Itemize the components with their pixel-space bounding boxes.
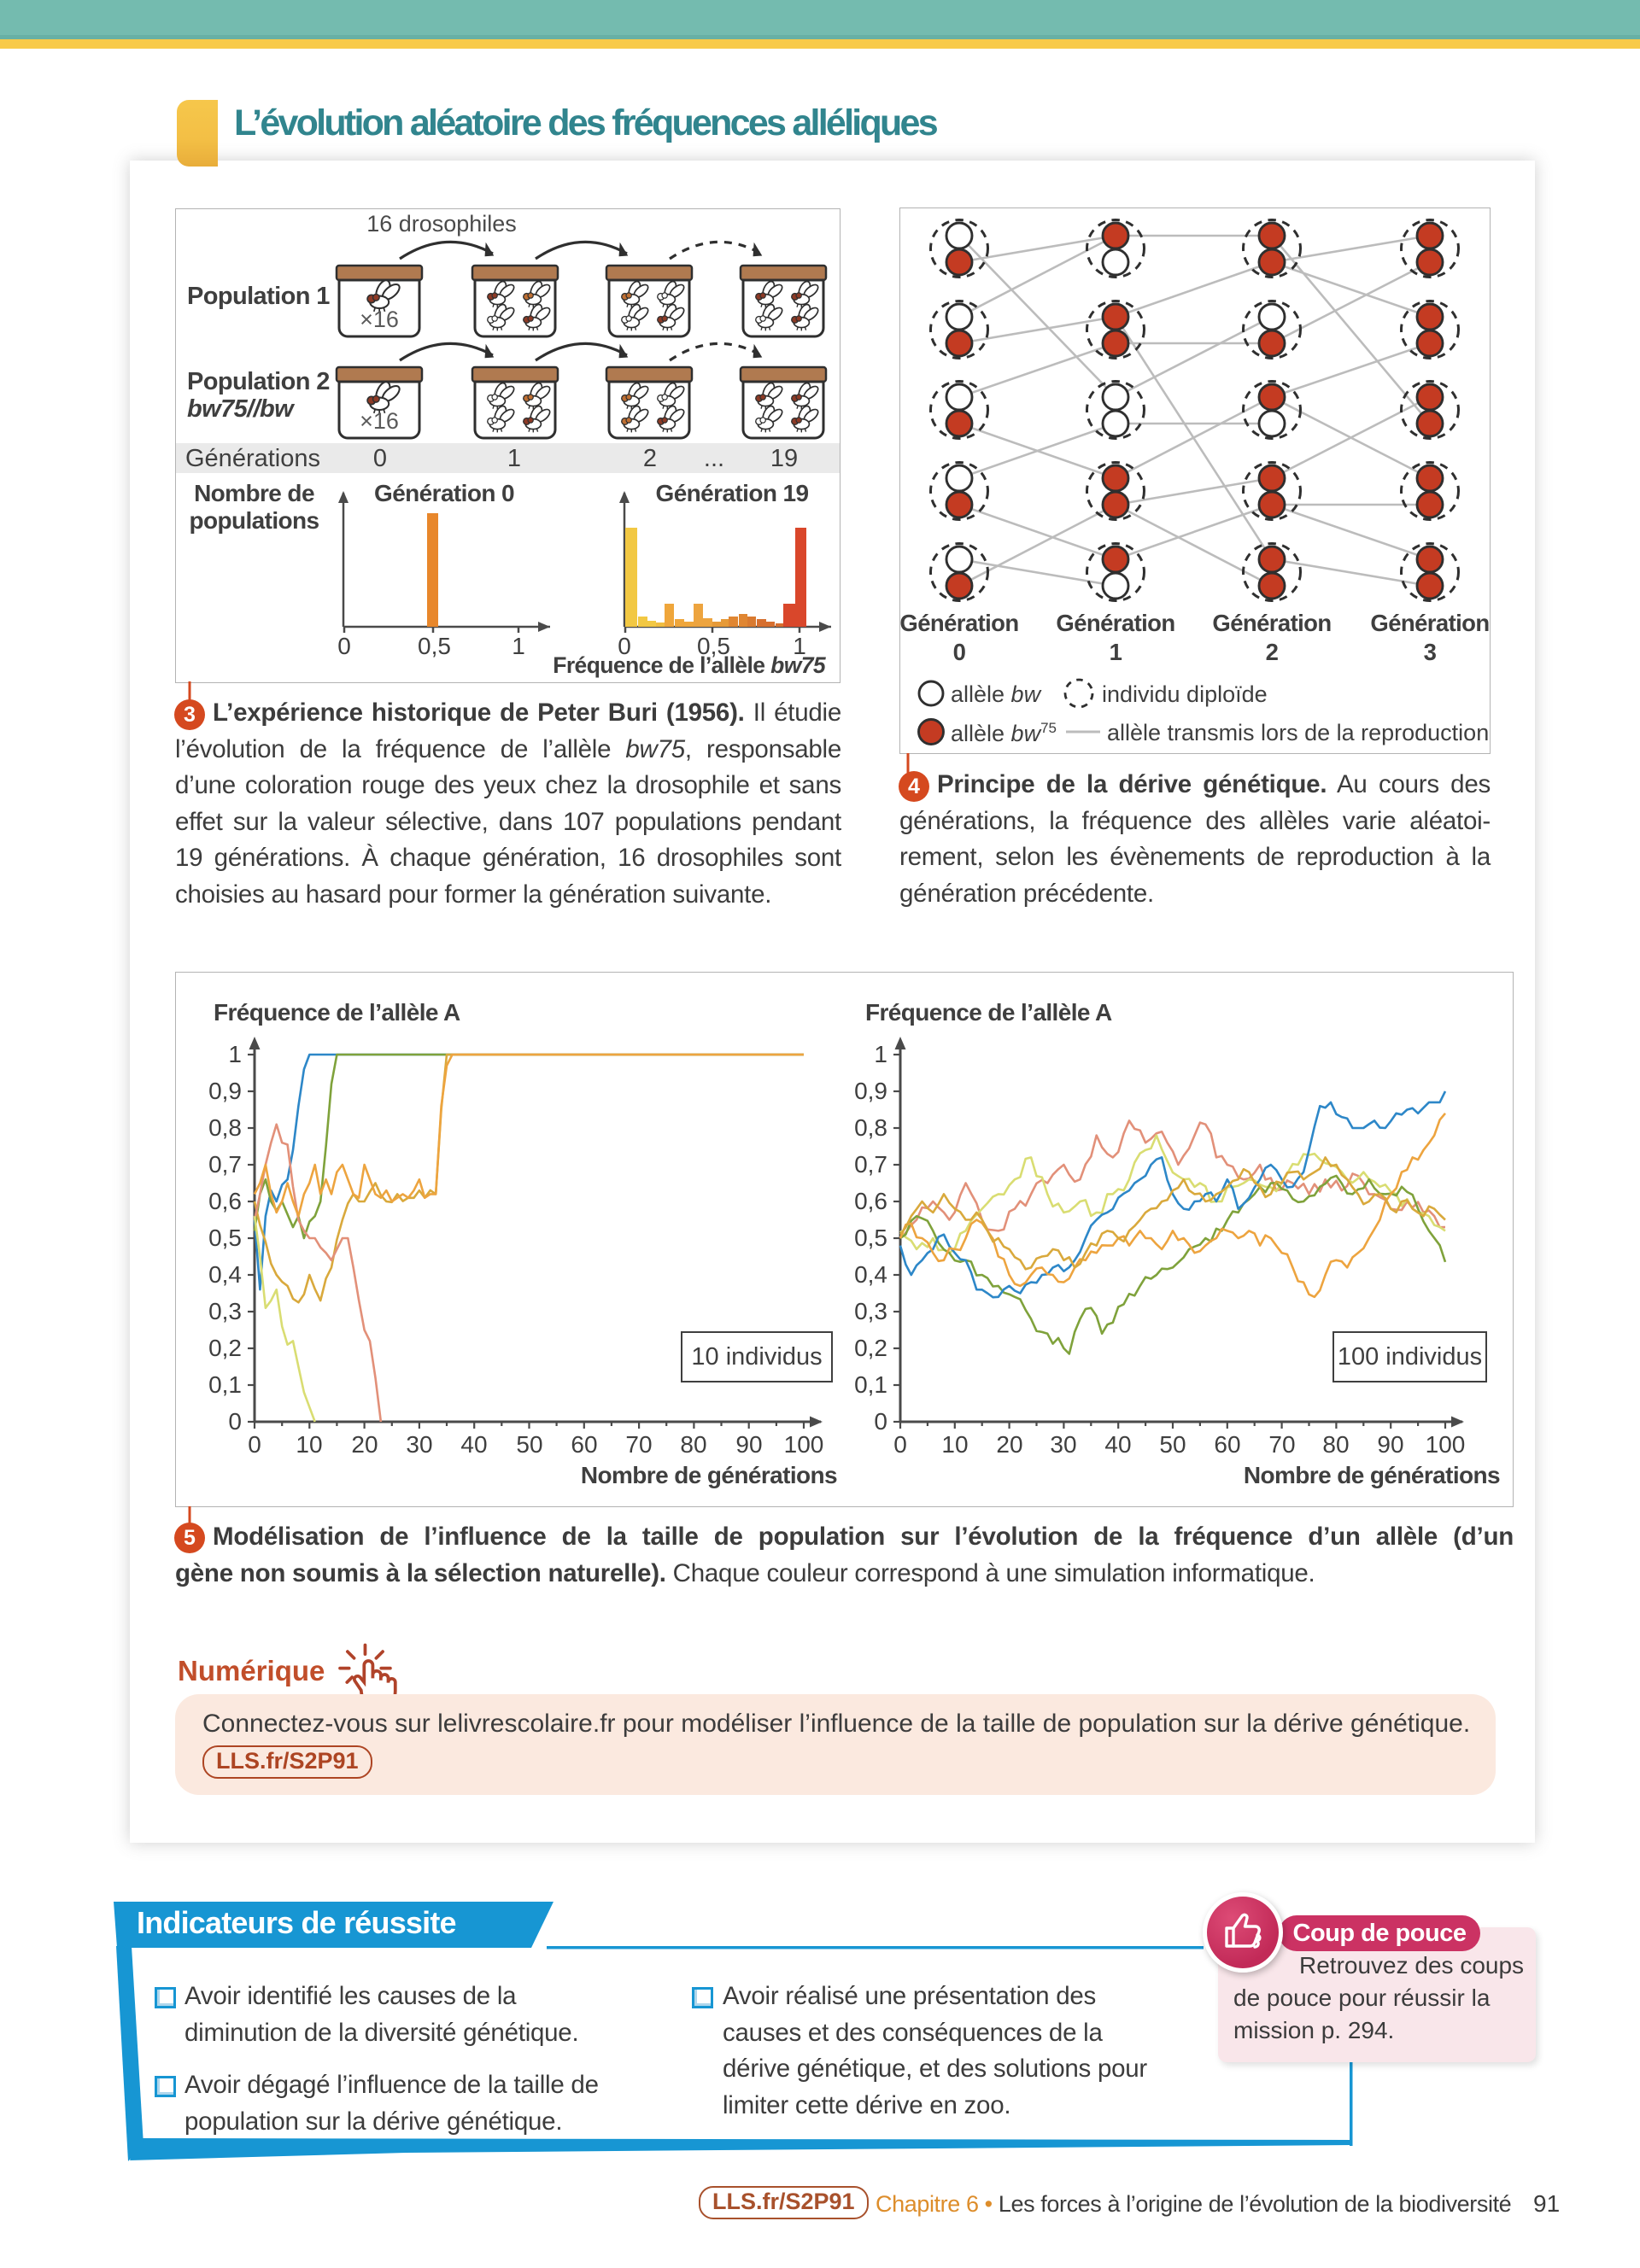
svg-text:×16: ×16 — [360, 408, 399, 434]
svg-text:×16: ×16 — [360, 307, 399, 332]
